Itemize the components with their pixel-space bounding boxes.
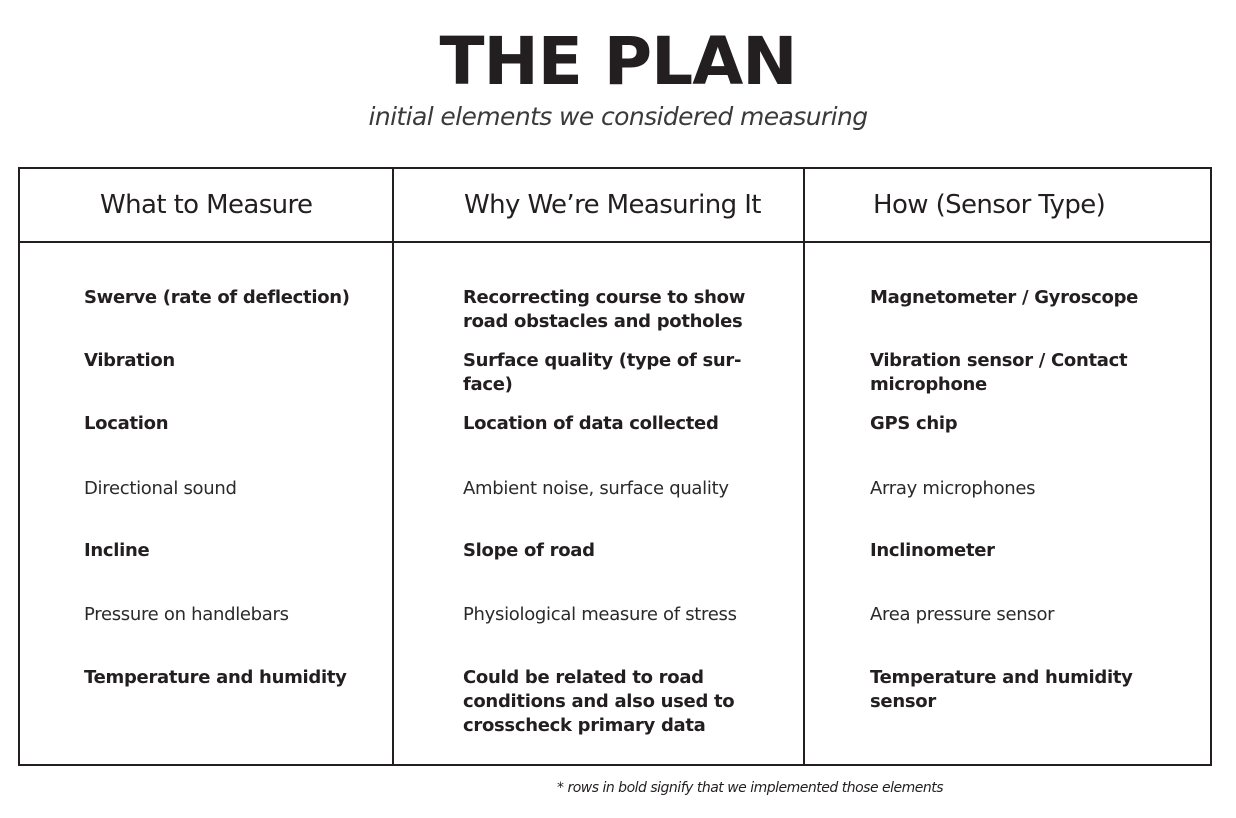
- cell-what-to-measure: Pressure on handlebars: [84, 604, 289, 625]
- cell-line: Vibration sensor / Contact: [870, 350, 1128, 371]
- cell-line: Physiological measure of stress: [463, 604, 737, 625]
- cell-why-measuring: Could be related to road conditions and a…: [463, 666, 783, 738]
- cell-line: Inclinometer: [870, 540, 995, 561]
- cell-line: Area pressure sensor: [870, 604, 1055, 625]
- cell-line: Surface quality (type of sur-: [463, 350, 742, 371]
- header-why-measuring: Why We’re Measuring It: [464, 190, 761, 220]
- cell-line: microphone: [870, 374, 987, 395]
- cell-how-sensor-type: Area pressure sensor: [870, 603, 1190, 627]
- page-subtitle: initial elements we considered measuring: [368, 102, 869, 131]
- cell-line: Slope of road: [463, 540, 595, 561]
- column-divider: [803, 169, 805, 764]
- cell-why-measuring: Location of data collected: [463, 412, 783, 436]
- cell-what-to-measure: Swerve (rate of deflection): [84, 287, 350, 308]
- cell-line: road obstacles and potholes: [463, 311, 743, 332]
- plan-table: What to Measure Why We’re Measuring It H…: [18, 167, 1212, 766]
- cell-why-measuring: Physiological measure of stress: [463, 603, 783, 627]
- cell-what-to-measure: Vibration: [84, 350, 175, 371]
- footnote: * rows in bold signify that we implement…: [557, 780, 944, 796]
- cell-how-sensor-type: Vibration sensor / Contact microphone: [870, 349, 1190, 397]
- cell-how-sensor-type: Temperature and humidity sensor: [870, 666, 1190, 714]
- cell-line: Ambient noise, surface quality: [463, 478, 729, 499]
- cell-why-measuring: Slope of road: [463, 539, 783, 563]
- cell-line: Could be related to road: [463, 667, 704, 688]
- cell-how-sensor-type: Inclinometer: [870, 539, 1190, 563]
- page-title: THE PLAN: [439, 23, 797, 100]
- cell-line: GPS chip: [870, 413, 958, 434]
- cell-line: face): [463, 374, 513, 395]
- cell-why-measuring: Ambient noise, surface quality: [463, 477, 783, 501]
- header-how-sensor-type: How (Sensor Type): [873, 190, 1106, 220]
- cell-line: Recorrecting course to show: [463, 287, 746, 308]
- cell-what-to-measure: Directional sound: [84, 478, 237, 499]
- cell-why-measuring: Surface quality (type of sur-face): [463, 349, 783, 397]
- cell-line: Location of data collected: [463, 413, 719, 434]
- cell-how-sensor-type: GPS chip: [870, 412, 1190, 436]
- cell-line: sensor: [870, 691, 936, 712]
- cell-how-sensor-type: Magnetometer / Gyroscope: [870, 286, 1190, 310]
- cell-line: Array microphones: [870, 478, 1036, 499]
- cell-why-measuring: Recorrecting course to show road obstacle…: [463, 286, 783, 334]
- cell-what-to-measure: Location: [84, 413, 169, 434]
- header-divider: [20, 241, 1210, 243]
- header-what-to-measure: What to Measure: [100, 190, 313, 220]
- cell-what-to-measure: Incline: [84, 540, 150, 561]
- cell-line: crosscheck primary data: [463, 715, 706, 736]
- cell-line: Magnetometer / Gyroscope: [870, 287, 1139, 308]
- cell-how-sensor-type: Array microphones: [870, 477, 1190, 501]
- cell-what-to-measure: Temperature and humidity: [84, 667, 347, 688]
- cell-line: Temperature and humidity: [870, 667, 1133, 688]
- column-divider: [392, 169, 394, 764]
- cell-line: conditions and also used to: [463, 691, 735, 712]
